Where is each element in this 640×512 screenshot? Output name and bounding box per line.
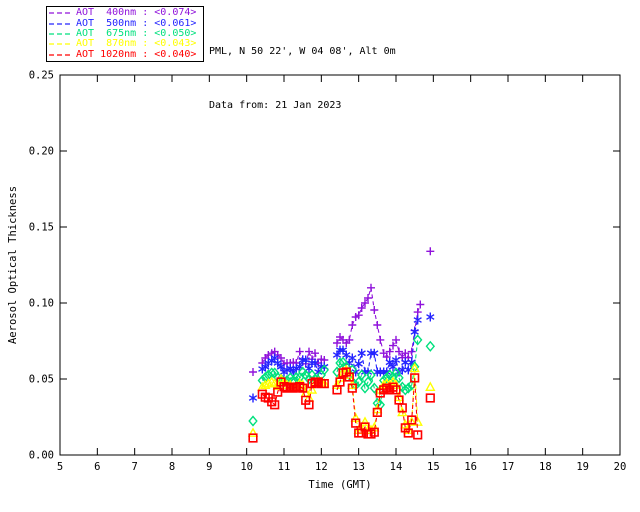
legend-item: AOT 500nm : <0.061> (49, 17, 201, 29)
station-info: PML, N 50 22', W 04 08', Alt 0m Data fro… (209, 7, 396, 151)
legend-box: AOT 400nm : <0.074> AOT 500nm : <0.061> AO… (46, 6, 204, 62)
x-axis-title: Time (GMT) (308, 479, 371, 491)
x-tick-label: 19 (576, 461, 589, 473)
y-tick-label: 0.15 (29, 222, 54, 234)
y-tick-label: 0.00 (29, 450, 54, 462)
legend-label: AOT 870nm : <0.043> (76, 38, 197, 50)
series-line (336, 287, 421, 359)
x-tick-label: 12 (315, 461, 328, 473)
y-tick-label: 0.10 (29, 298, 54, 310)
plus-markers (249, 247, 435, 376)
legend-item: AOT 870nm : <0.043> (49, 39, 201, 49)
axis-tick-labels: 5 6 7 8 9 10 11 12 13 14 15 16 17 18 19 20 0.00 0.05 0.10 0… (29, 70, 627, 474)
x-tick-label: 20 (614, 461, 627, 473)
y-tick-label: 0.25 (29, 70, 54, 82)
x-tick-label: 7 (132, 461, 138, 473)
x-tick-label: 10 (240, 461, 253, 473)
x-tick-label: 16 (464, 461, 477, 473)
legend-dash-sample (49, 12, 73, 14)
data-series (247, 247, 436, 443)
y-tick-label: 0.05 (29, 374, 54, 386)
axis-ticks (59, 74, 621, 456)
legend-dash-sample (49, 22, 73, 25)
x-tick-label: 11 (278, 461, 291, 473)
series-aot-1020nm (248, 367, 435, 443)
legend-label: AOT 500nm : <0.061> (76, 17, 197, 29)
square-markers (248, 367, 435, 443)
x-tick-label: 15 (427, 461, 440, 473)
x-tick-label: 9 (206, 461, 212, 473)
x-tick-label: 17 (502, 461, 515, 473)
legend-dash-sample (49, 43, 73, 46)
legend-item: AOT 675nm : <0.050> (49, 27, 201, 39)
y-axis-title: Aerosol Optical Thickness (7, 186, 19, 344)
data-date-text: Data from: 21 Jan 2023 (209, 100, 342, 111)
y-tick-label: 0.20 (29, 146, 54, 158)
legend-label: AOT 400nm : <0.074> (76, 7, 197, 19)
legend-item: AOT 1020nm : <0.040> (49, 48, 201, 60)
series-aot-400nm (249, 247, 435, 376)
legend-label: AOT 1020nm : <0.040> (76, 48, 197, 60)
asterisk-markers (248, 312, 435, 403)
legend-item: AOT 400nm : <0.074> (49, 8, 201, 18)
x-tick-label: 18 (539, 461, 552, 473)
x-tick-label: 6 (94, 461, 100, 473)
legend-dash-sample (49, 54, 73, 56)
x-tick-label: 13 (352, 461, 365, 473)
x-tick-label: 8 (169, 461, 175, 473)
station-location-text: PML, N 50 22', W 04 08', Alt 0m (209, 46, 396, 57)
plot-frame (59, 74, 621, 456)
x-tick-label: 5 (57, 461, 63, 473)
x-tick-label: 14 (390, 461, 403, 473)
series-aot-500nm (248, 312, 435, 403)
legend-dash-sample (49, 33, 73, 35)
legend-label: AOT 675nm : <0.050> (76, 27, 197, 39)
